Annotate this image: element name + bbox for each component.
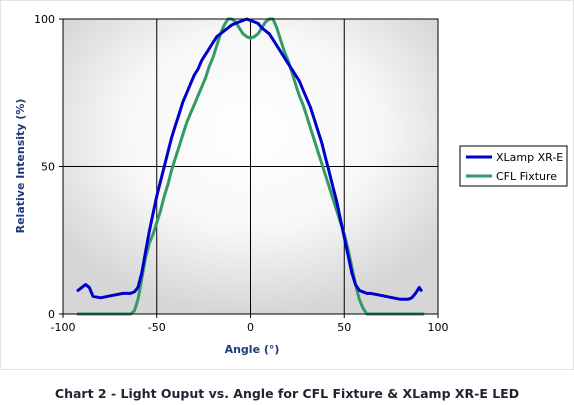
x-tick-label: 50 (337, 321, 351, 334)
plot-border (62, 18, 439, 315)
chart-caption: Chart 2 - Light Ouput vs. Angle for CFL … (54, 386, 520, 401)
legend: XLamp XR-E CFL Fixture (459, 145, 568, 187)
x-tick-label: -50 (148, 321, 166, 334)
legend-box (459, 145, 568, 187)
legend-label-xlamp: XLamp XR-E (496, 151, 563, 164)
y-tick-label: 0 (48, 308, 55, 321)
tick-labels: -100 -50 0 50 100 0 50 100 (34, 13, 449, 334)
line-chart: -100 -50 0 50 100 0 50 100 Angle (°) Relative I… (14, 13, 568, 356)
y-axis-title: Relative Intensity (%) (14, 99, 27, 234)
x-tick-label: 0 (247, 321, 254, 334)
x-tick-label: 100 (428, 321, 449, 334)
series-line-xlamp-xr-e (76, 17, 423, 301)
legend-label-cfl: CFL Fixture (496, 170, 557, 183)
x-axis-title: Angle (°) (225, 343, 280, 356)
x-tick-label: -100 (51, 321, 76, 334)
gridlines (59, 18, 439, 318)
series-lines (76, 17, 425, 316)
y-tick-label: 50 (41, 161, 55, 174)
y-tick-label: 100 (34, 13, 55, 26)
